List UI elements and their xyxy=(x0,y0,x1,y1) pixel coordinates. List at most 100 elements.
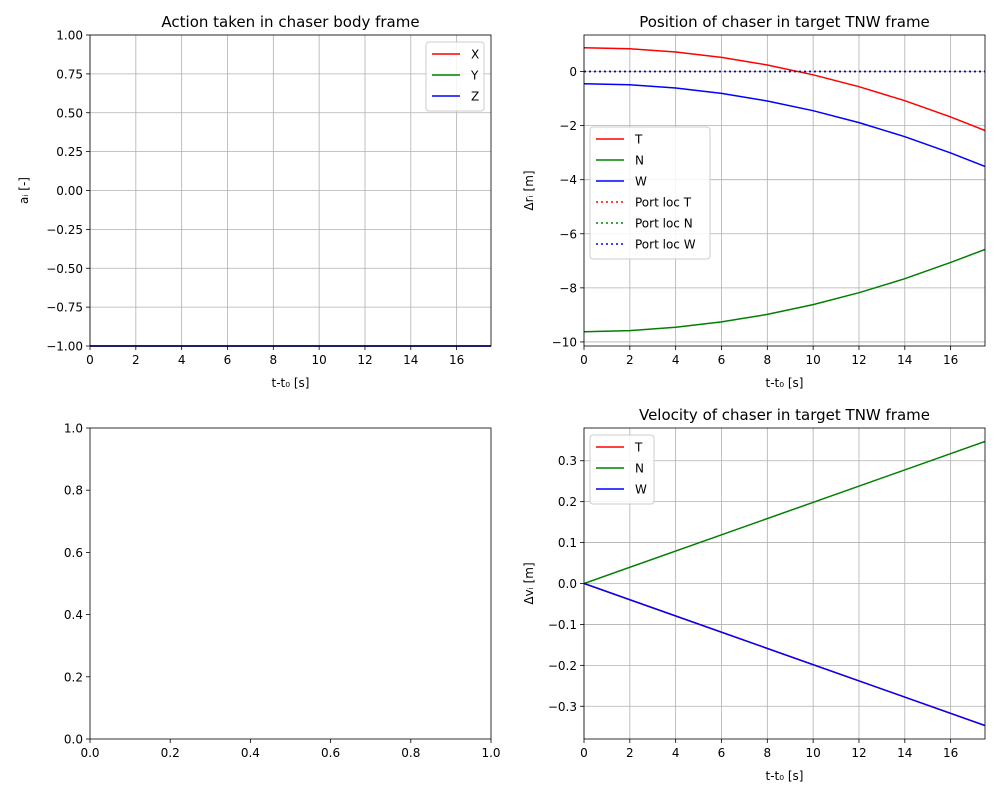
x-tick-label: 8 xyxy=(269,353,277,367)
y-tick-label: 0.3 xyxy=(558,454,577,468)
x-tick-label: 10 xyxy=(806,353,821,367)
x-tick-label: 8 xyxy=(763,353,771,367)
y-tick-label: −0.1 xyxy=(548,618,577,632)
x-axis-label: t-t₀ [s] xyxy=(766,769,804,783)
axes-frame xyxy=(583,34,986,347)
legend-label: T xyxy=(634,441,643,455)
x-tick-label: 14 xyxy=(897,746,912,760)
y-tick-label: 0.50 xyxy=(56,106,83,120)
legend: XYZ xyxy=(425,41,485,112)
chart-position: 0 2 4 6 8 10 12 14 16 0 −2 −4 −6 −8 −10 Position of cha… xyxy=(522,13,986,390)
x-tick-label: 14 xyxy=(403,353,418,367)
y-tick-label: 1.00 xyxy=(56,29,83,43)
legend-box xyxy=(425,41,485,112)
y-tick-label: 1.0 xyxy=(64,422,83,436)
legend-label: Y xyxy=(470,69,479,83)
y-tick-label: −0.75 xyxy=(46,301,83,315)
legend-label: W xyxy=(635,175,647,189)
series-line-w xyxy=(584,582,985,727)
x-tick-label: 16 xyxy=(943,353,958,367)
x-tick-label: 0 xyxy=(580,353,588,367)
series-line-n xyxy=(584,248,985,333)
x-tick-label: 16 xyxy=(449,353,464,367)
y-tick-label: 0.0 xyxy=(558,577,577,591)
x-tick-label: 2 xyxy=(132,353,140,367)
x-tick-label: 4 xyxy=(672,353,680,367)
x-tick-label: 6 xyxy=(224,353,232,367)
chart-title: Action taken in chaser body frame xyxy=(161,13,419,31)
x-tick-label: 2 xyxy=(626,746,634,760)
y-tick-label: −6 xyxy=(559,227,577,241)
legend-label: Port loc T xyxy=(635,196,692,210)
x-tick-label: 14 xyxy=(897,353,912,367)
y-axis-label: Δvᵢ [m] xyxy=(522,562,536,604)
x-tick-label: 12 xyxy=(851,746,866,760)
y-tick-label: 0.2 xyxy=(558,495,577,509)
x-tick-label: 1.0 xyxy=(481,746,500,760)
x-tick-label: 6 xyxy=(718,353,726,367)
y-tick-label: −0.25 xyxy=(46,223,83,237)
y-tick-label: 0.1 xyxy=(558,536,577,550)
legend-label: N xyxy=(635,462,644,476)
x-tick-label: 0 xyxy=(580,746,588,760)
y-tick-label: −2 xyxy=(559,119,577,133)
x-tick-label: 12 xyxy=(357,353,372,367)
series-line-w xyxy=(584,82,985,168)
legend-label: T xyxy=(634,133,643,147)
y-tick-label: −1.00 xyxy=(46,340,83,354)
x-tick-label: 12 xyxy=(851,353,866,367)
x-tick-label: 0.6 xyxy=(321,746,340,760)
legend-label: N xyxy=(635,154,644,168)
axes-frame xyxy=(89,427,492,740)
legend-label: X xyxy=(471,48,479,62)
y-tick-label: 0.0 xyxy=(64,733,83,747)
legend-label: W xyxy=(635,483,647,497)
x-tick-label: 2 xyxy=(626,353,634,367)
y-axis-label: Δrᵢ [m] xyxy=(522,170,536,210)
x-tick-label: 4 xyxy=(672,746,680,760)
chart-empty: 0.0 0.2 0.4 0.6 0.8 1.0 0.0 0.2 0.4 0.6 0.8 1.0 xyxy=(64,422,501,761)
y-tick-label: 0.25 xyxy=(56,145,83,159)
x-tick-label: 4 xyxy=(178,353,186,367)
y-tick-label: 0.75 xyxy=(56,67,83,81)
legend-label: Z xyxy=(471,90,479,104)
chart-velocity: 0 2 4 6 8 10 12 14 16 0.3 0.2 0.1 0.0 −0.1 −0.2 −0.3 Vel… xyxy=(522,406,986,783)
legend: TNW xyxy=(589,434,655,505)
x-tick-label: 0 xyxy=(86,353,94,367)
plot-area xyxy=(90,428,491,739)
y-tick-label: −4 xyxy=(559,173,577,187)
x-axis-label: t-t₀ [s] xyxy=(766,376,804,390)
legend: TNW Port loc T Port loc N Port loc W xyxy=(589,126,711,260)
y-tick-label: 0.4 xyxy=(64,608,83,622)
legend-label: Port loc N xyxy=(635,217,693,231)
y-tick-label: −10 xyxy=(552,335,577,349)
y-tick-label: 0 xyxy=(569,65,577,79)
x-tick-label: 10 xyxy=(806,746,821,760)
x-tick-label: 8 xyxy=(763,746,771,760)
x-axis-label: t-t₀ [s] xyxy=(272,376,310,390)
series-line-t xyxy=(584,46,985,132)
y-tick-label: 0.00 xyxy=(56,184,83,198)
y-tick-label: 0.8 xyxy=(64,484,83,498)
x-tick-label: 10 xyxy=(312,353,327,367)
chart-title: Position of chaser in target TNW frame xyxy=(639,13,930,31)
y-tick-label: −8 xyxy=(559,281,577,295)
y-tick-label: −0.2 xyxy=(548,659,577,673)
x-tick-label: 6 xyxy=(718,746,726,760)
chart-action: 0 2 4 6 8 10 12 14 16 1.00 0.75 0.50 0.25 0.00 −0.25 −0… xyxy=(17,13,492,390)
y-tick-label: −0.50 xyxy=(46,262,83,276)
x-tick-label: 16 xyxy=(943,746,958,760)
y-axis-label: aᵢ [-] xyxy=(17,177,31,204)
legend-box xyxy=(589,434,655,505)
x-tick-label: 0.2 xyxy=(161,746,180,760)
series-line-n xyxy=(584,440,985,585)
chart-title: Velocity of chaser in target TNW frame xyxy=(639,406,930,424)
x-tick-label: 0.4 xyxy=(241,746,260,760)
y-tick-label: 0.2 xyxy=(64,670,83,684)
x-tick-label: 0.8 xyxy=(401,746,420,760)
legend-label: Port loc W xyxy=(635,238,696,252)
x-tick-label: 0.0 xyxy=(80,746,99,760)
y-tick-label: −0.3 xyxy=(548,700,577,714)
y-tick-label: 0.6 xyxy=(64,546,83,560)
